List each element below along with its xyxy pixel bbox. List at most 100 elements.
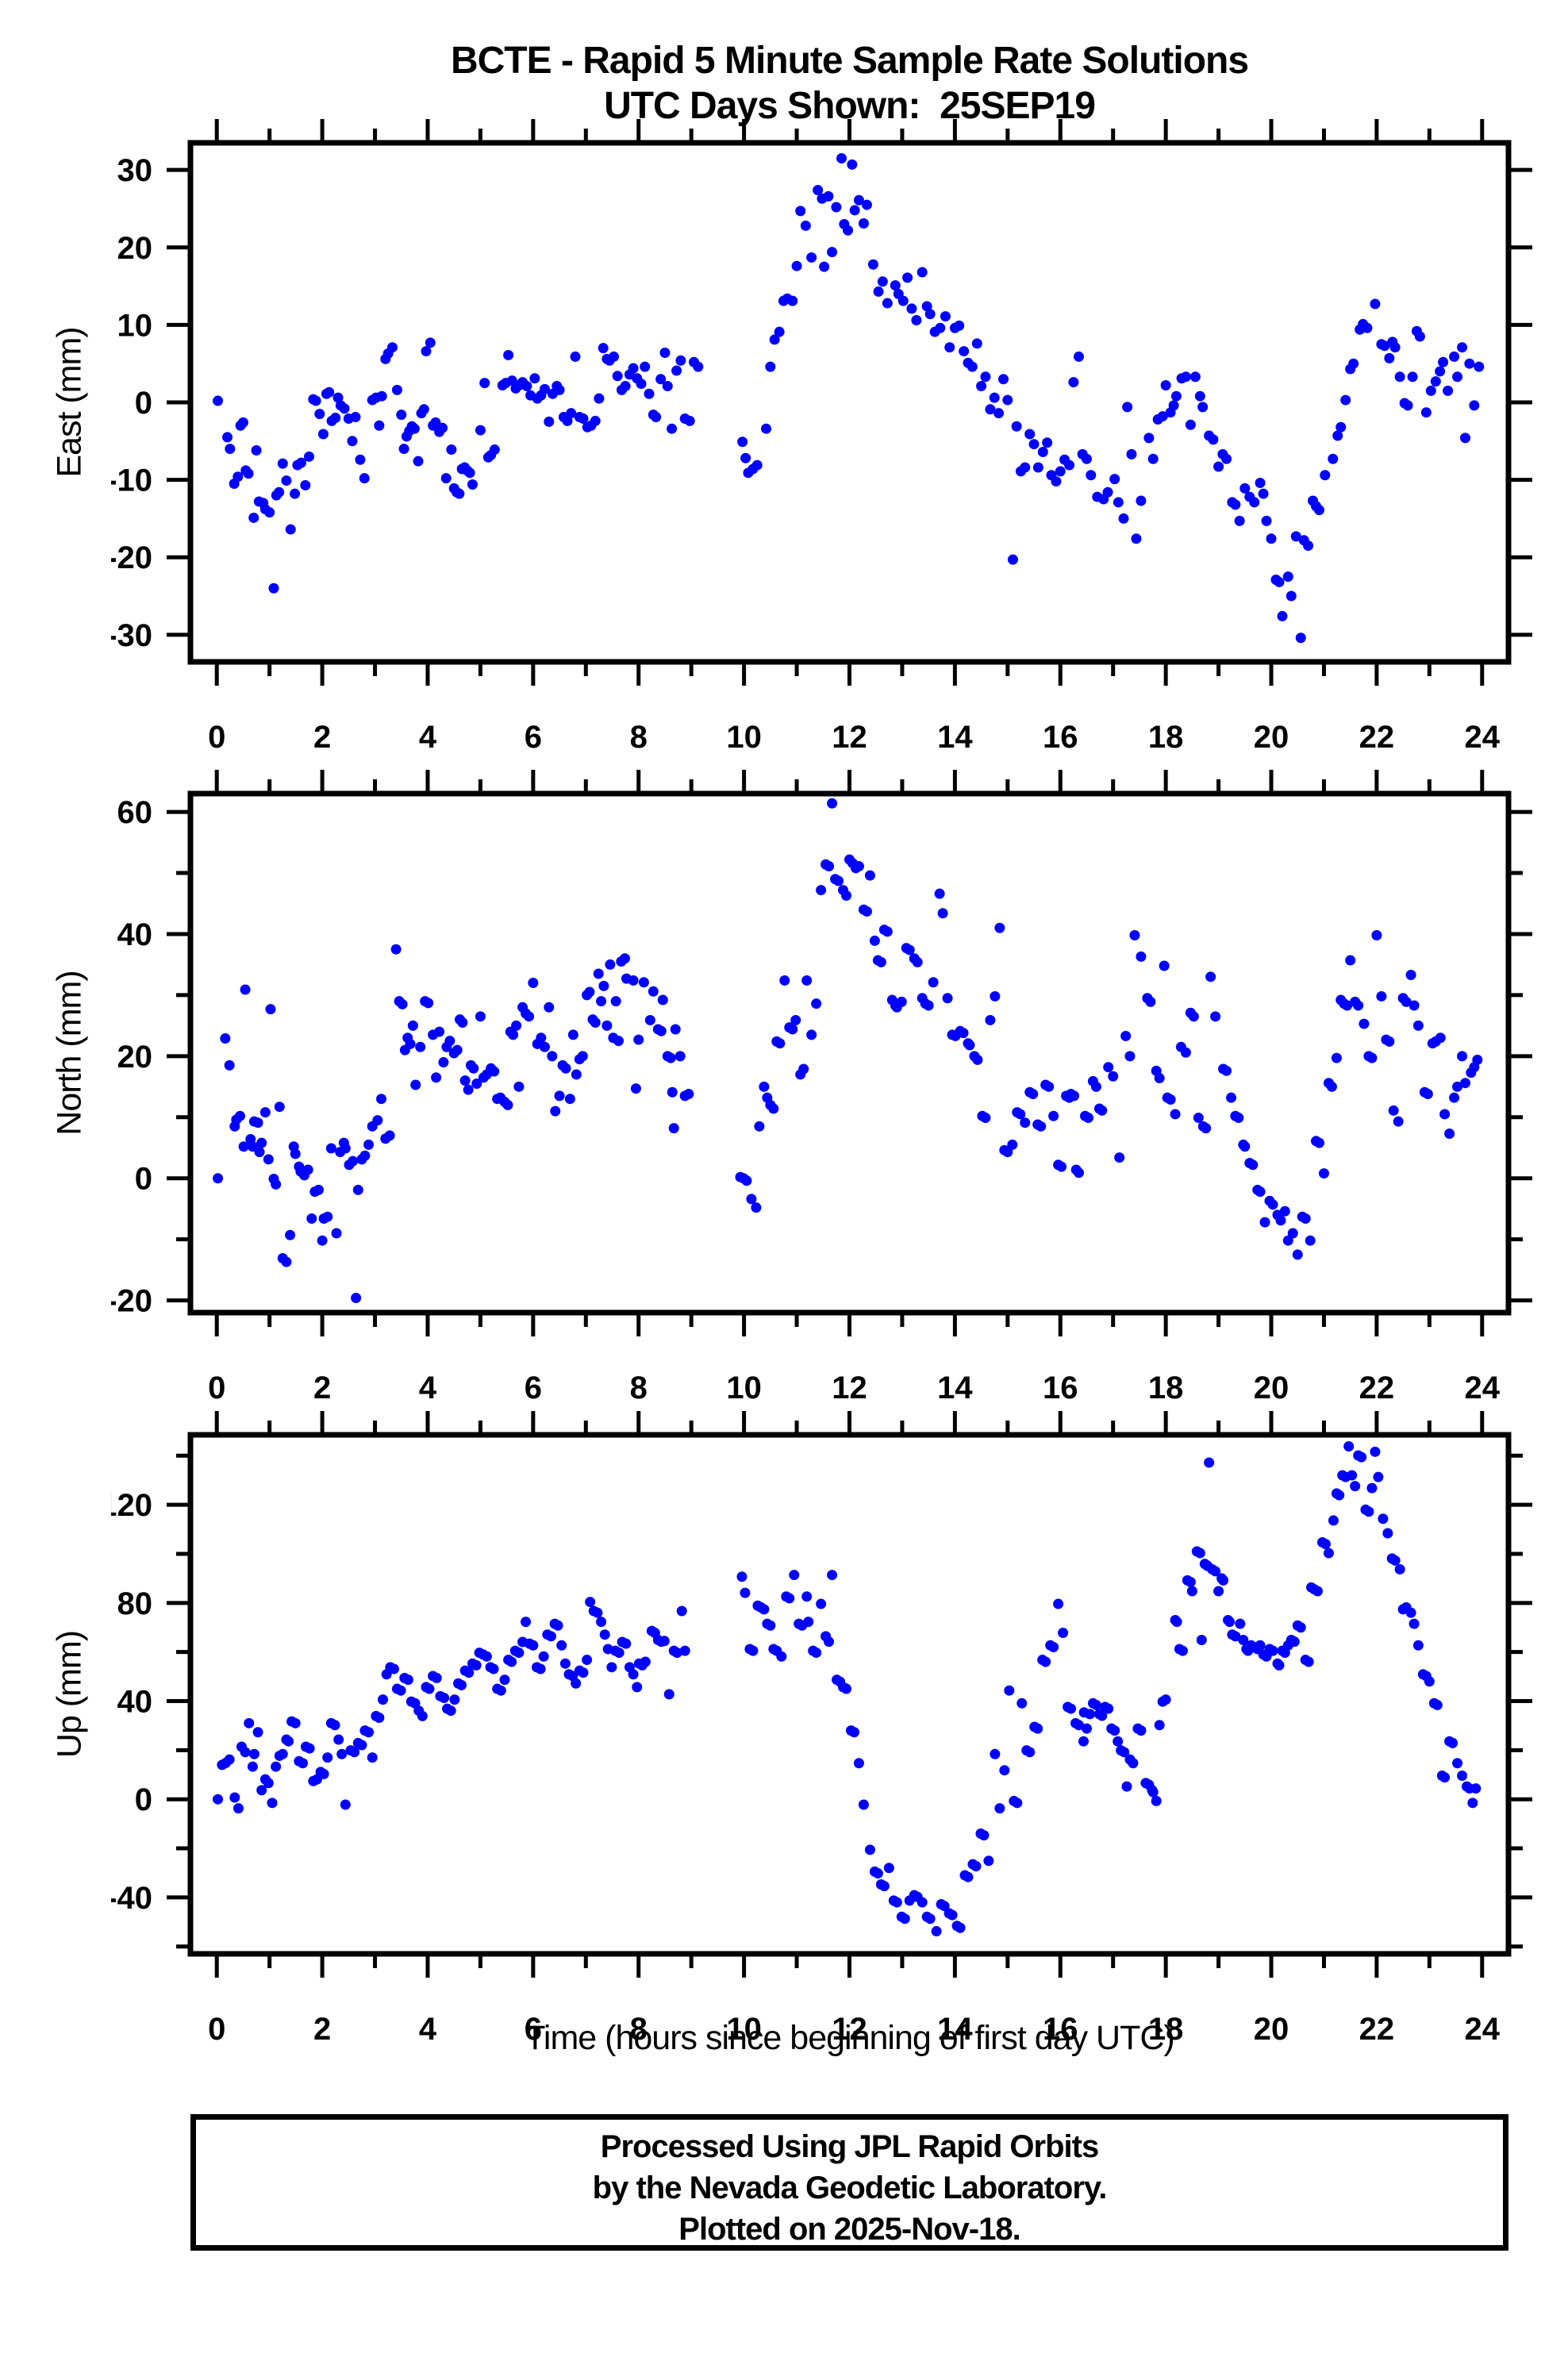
data-point — [1282, 1235, 1293, 1246]
data-point — [1389, 1555, 1401, 1566]
data-point — [843, 225, 854, 236]
data-point — [754, 1121, 765, 1132]
data-point — [789, 1570, 800, 1581]
data-point — [869, 935, 880, 946]
data-point — [417, 1710, 428, 1721]
data-point — [535, 1663, 546, 1675]
data-point — [378, 1694, 389, 1705]
data-point — [1194, 390, 1205, 402]
data-point — [502, 1099, 513, 1110]
data-point — [1188, 1011, 1199, 1022]
data-point — [761, 423, 772, 434]
data-point — [524, 1011, 535, 1022]
data-point — [877, 276, 888, 287]
data-point — [1422, 1089, 1433, 1100]
data-point — [1359, 1018, 1370, 1029]
data-point — [224, 1059, 235, 1071]
data-point — [471, 1078, 482, 1089]
data-point — [978, 1830, 990, 1841]
data-point — [628, 1669, 639, 1680]
data-point — [1407, 371, 1418, 383]
data-point — [1474, 361, 1485, 372]
x-tick-label: 2 — [313, 1371, 331, 1405]
data-point — [1412, 1640, 1424, 1651]
data-point — [213, 1173, 224, 1184]
data-point — [1051, 476, 1062, 487]
data-point — [259, 1107, 271, 1118]
data-point — [290, 1148, 301, 1159]
data-point — [1064, 459, 1075, 471]
data-point — [290, 488, 301, 499]
data-point — [983, 1855, 994, 1867]
data-point — [521, 381, 532, 392]
data-point — [464, 467, 475, 479]
data-point — [324, 386, 335, 398]
data-point — [1470, 1783, 1482, 1794]
data-point — [1393, 1116, 1404, 1127]
data-point — [252, 1727, 263, 1738]
data-point — [1457, 342, 1468, 353]
data-point — [928, 977, 939, 988]
data-point — [644, 388, 655, 399]
data-point — [1210, 1011, 1221, 1022]
data-point — [667, 1086, 678, 1098]
data-point — [1131, 533, 1142, 544]
data-point — [229, 1792, 240, 1803]
data-point — [899, 1913, 910, 1924]
data-point — [1318, 1168, 1329, 1179]
data-point — [1120, 1030, 1132, 1041]
data-point — [999, 1765, 1010, 1776]
x-tick-label: 0 — [208, 2012, 225, 2047]
north-axis-label: North (mm) — [50, 971, 89, 1136]
data-point — [1235, 1618, 1246, 1629]
data-point — [1378, 1513, 1389, 1525]
data-point — [1082, 1113, 1093, 1124]
data-point — [819, 261, 830, 272]
data-point — [303, 451, 314, 462]
data-point — [882, 926, 893, 937]
data-point — [942, 993, 953, 1004]
data-point — [528, 1640, 539, 1651]
data-point — [1160, 1694, 1171, 1705]
data-point — [440, 473, 452, 484]
data-point — [290, 1717, 301, 1728]
data-point — [878, 1881, 890, 1892]
data-point — [1320, 470, 1331, 481]
data-point — [468, 1063, 479, 1074]
data-point — [1460, 433, 1471, 444]
data-point — [475, 1011, 486, 1022]
data-point — [924, 1913, 936, 1924]
data-point — [1040, 1656, 1051, 1667]
data-point — [310, 395, 321, 406]
data-point — [1389, 342, 1401, 353]
x-tick-label: 8 — [630, 720, 648, 755]
data-point — [318, 1768, 329, 1779]
data-point — [1204, 1457, 1215, 1468]
y-tick-label: -40 — [111, 1881, 152, 1916]
data-point — [1048, 1110, 1059, 1121]
data-point — [481, 1651, 492, 1662]
data-point — [248, 1748, 259, 1759]
panel-frame — [187, 1432, 1512, 1957]
data-point — [1157, 411, 1168, 422]
data-point — [325, 1143, 336, 1154]
data-point — [875, 956, 886, 967]
x-tick-label: 10 — [726, 1371, 762, 1405]
data-point — [931, 1926, 942, 1937]
data-point — [274, 1102, 285, 1113]
data-point — [940, 311, 951, 322]
data-point — [1090, 1699, 1101, 1710]
east-axis-label: East (mm) — [50, 327, 89, 478]
data-point — [213, 395, 224, 406]
data-point — [937, 908, 948, 919]
data-point — [592, 1607, 603, 1618]
data-point — [322, 1211, 333, 1222]
data-point — [1068, 377, 1079, 388]
data-point — [806, 1029, 817, 1040]
data-point — [596, 996, 607, 1007]
data-point — [1103, 1062, 1114, 1073]
data-point — [263, 1154, 274, 1165]
data-point — [967, 361, 978, 372]
data-point — [640, 361, 651, 372]
